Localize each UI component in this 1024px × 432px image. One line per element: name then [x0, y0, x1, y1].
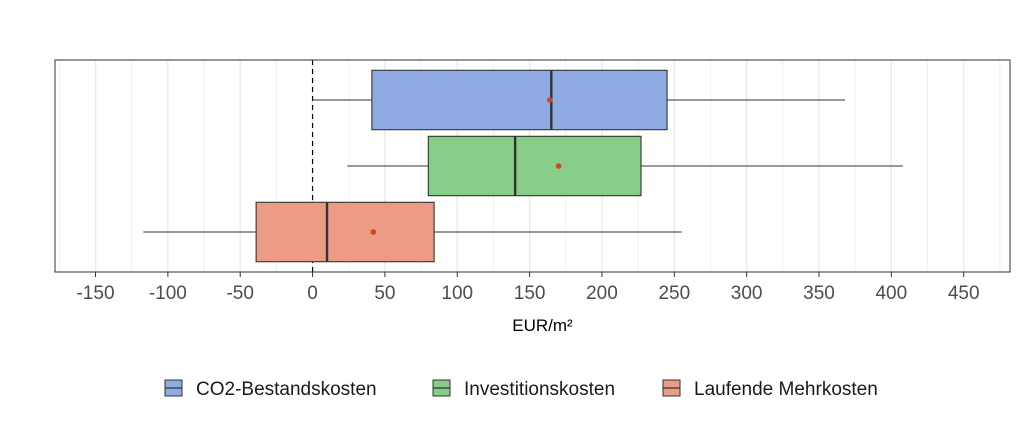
legend-item-2: Investitionskosten — [432, 379, 615, 400]
x-tick-label: 450 — [948, 283, 980, 304]
mean-point — [370, 229, 377, 235]
legend-label: Investitionskosten — [464, 379, 615, 400]
x-tick-label: -50 — [226, 283, 253, 304]
box-iqr — [255, 201, 435, 263]
x-tick-label: 50 — [374, 283, 395, 304]
legend-item-3: Laufende Mehrkosten — [662, 379, 878, 400]
x-axis-title: EUR/m² — [512, 316, 573, 335]
x-tick-label: 200 — [586, 283, 618, 304]
box-1 — [312, 69, 846, 131]
mean-point — [555, 163, 562, 169]
legend-item-1: CO2-Bestandskosten — [164, 379, 377, 400]
x-tick-label: 300 — [731, 283, 763, 304]
box-iqr — [371, 69, 668, 131]
legend-label: Laufende Mehrkosten — [694, 379, 878, 400]
x-tick-label: 400 — [875, 283, 907, 304]
x-tick-label: 100 — [441, 283, 473, 304]
box-2 — [347, 135, 903, 197]
legend-label: CO2-Bestandskosten — [196, 379, 377, 400]
x-axis: -150 -100 -50 0 50 100 150 200 250 300 350 400 450 — [76, 272, 980, 304]
x-tick-label: 0 — [307, 283, 318, 304]
box-3 — [143, 201, 682, 263]
box-iqr — [427, 135, 642, 197]
x-tick-label: 350 — [803, 283, 835, 304]
mean-point — [547, 97, 553, 103]
x-tick-label: 150 — [514, 283, 546, 304]
x-tick-label: -150 — [76, 283, 114, 304]
legend: CO2-Bestandskosten Investitionskosten Lauf… — [164, 379, 878, 400]
x-tick-label: 250 — [658, 283, 690, 304]
boxes — [143, 69, 903, 263]
x-tick-label: -100 — [149, 283, 187, 304]
plot-panel-border — [54, 59, 1011, 273]
